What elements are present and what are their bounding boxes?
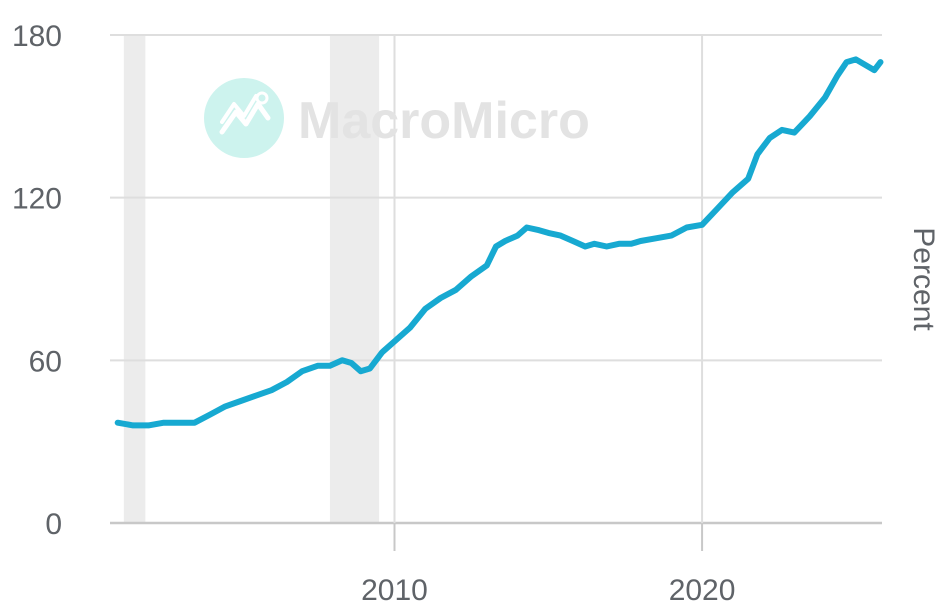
y-axis-label: Percent — [907, 227, 940, 331]
gridlines — [110, 34, 882, 551]
watermark-text: MacroMicro — [298, 92, 590, 150]
y-axis-ticks: 0 60 120 180 — [12, 20, 62, 541]
recession-band-0 — [123, 35, 146, 523]
y-tick-label: 120 — [12, 183, 62, 216]
x-axis-ticks: 2010 2020 — [361, 574, 735, 607]
macromicro-logo-icon — [204, 78, 284, 158]
x-tick-label: 2010 — [361, 574, 428, 607]
watermark: MacroMicro — [204, 78, 590, 158]
recession-band-1 — [329, 35, 380, 523]
series-line — [114, 56, 884, 429]
y-tick-label: 180 — [12, 20, 62, 53]
y-tick-label: 0 — [45, 508, 62, 541]
y-tick-label: 60 — [29, 345, 62, 378]
x-tick-label: 2020 — [669, 574, 736, 607]
recession-shading — [123, 35, 380, 523]
